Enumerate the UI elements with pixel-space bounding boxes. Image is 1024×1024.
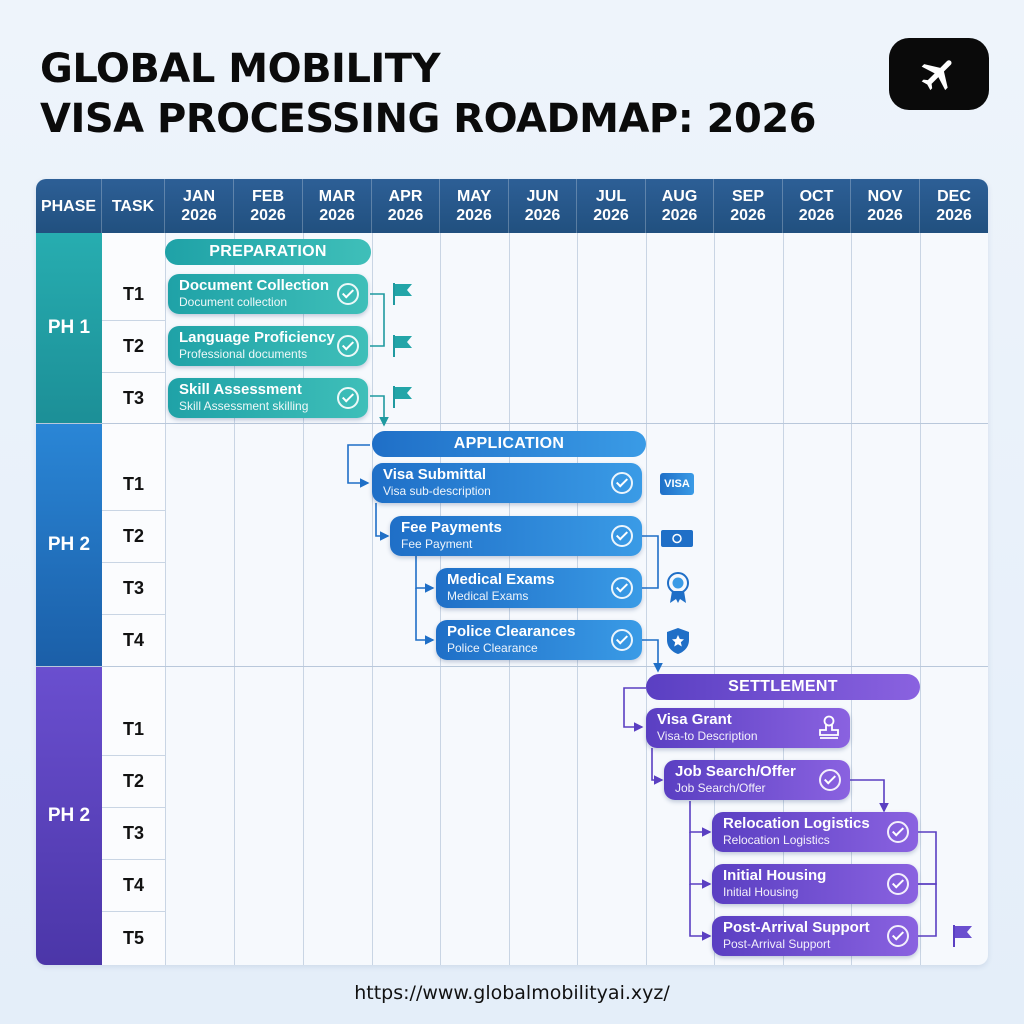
- month-header-jun: JUN 2026: [509, 179, 577, 233]
- task-bar-job-search-offer[interactable]: Job Search/Offer Job Search/Offer: [664, 760, 850, 800]
- row-divider: [102, 807, 165, 808]
- phase-band-application: APPLICATION: [372, 431, 646, 457]
- row-divider: [102, 372, 165, 373]
- row-divider: [102, 510, 165, 511]
- task-id: T2: [122, 525, 144, 546]
- task-bar-police-clearances[interactable]: Police Clearances Police Clearance: [436, 620, 642, 660]
- month-header-mar: MAR 2026: [303, 179, 372, 233]
- check-icon: [887, 821, 909, 843]
- task-id: T1: [122, 718, 144, 739]
- month-header-dec: DEC 2026: [936, 188, 972, 224]
- phase-cell-2: PH 2: [36, 424, 102, 666]
- visa-card-icon: VISA: [660, 473, 694, 495]
- row-divider: [102, 320, 165, 321]
- gridline: [165, 233, 166, 965]
- row-divider: [102, 911, 165, 912]
- check-icon: [887, 925, 909, 947]
- check-icon: [611, 577, 633, 599]
- airplane-icon: [889, 38, 989, 110]
- task-id: T2: [122, 770, 144, 791]
- title-line-2: VISA PROCESSING ROADMAP: 2026: [40, 96, 817, 142]
- task-id: T1: [122, 283, 144, 304]
- row-divider: [102, 614, 165, 615]
- header-row: PHASE TASK JAN 2026 FEB 2026 MAR 2026 APR 20…: [36, 179, 988, 233]
- gridline: [714, 233, 715, 965]
- month-header-may: MAY 2026: [440, 179, 509, 233]
- row-divider: [102, 562, 165, 563]
- task-bar-initial-housing[interactable]: Initial Housing Initial Housing: [712, 864, 918, 904]
- task-bar-document-collection[interactable]: Document Collection Document collection: [168, 274, 368, 314]
- task-id: T1: [122, 473, 144, 494]
- roadmap-board: PHASE TASK JAN 2026 FEB 2026 MAR 2026 APR 20…: [36, 179, 988, 965]
- airplane-glyph: [921, 60, 952, 91]
- task-column-header: TASK: [102, 179, 165, 233]
- flag-icon: [393, 386, 412, 408]
- task-id: T3: [122, 577, 144, 598]
- task-bar-fee-payments[interactable]: Fee Payments Fee Payment: [390, 516, 642, 556]
- phase-cell-3: PH 2: [36, 667, 102, 965]
- month-header-sep: SEP 2026: [714, 179, 783, 233]
- phase-divider: [36, 423, 988, 424]
- check-icon: [611, 629, 633, 651]
- phase-band-preparation: PREPARATION: [165, 239, 371, 265]
- task-bar-skill-assessment[interactable]: Skill Assessment Skill Assessment skillin…: [168, 378, 368, 418]
- task-bar-post-arrival-support[interactable]: Post-Arrival Support Post-Arrival Support: [712, 916, 918, 956]
- phase-cell-1: PH 1: [36, 233, 102, 423]
- gridline: [372, 233, 373, 965]
- gridline: [851, 233, 852, 965]
- check-icon: [819, 769, 841, 791]
- task-id: T3: [122, 387, 144, 408]
- month-header-oct: OCT 2026: [783, 179, 851, 233]
- task-id: T3: [122, 822, 144, 843]
- task-bar-language-proficiency[interactable]: Language Proficiency Professional documen…: [168, 326, 368, 366]
- check-icon: [337, 283, 359, 305]
- row-divider: [102, 755, 165, 756]
- task-column: [102, 233, 165, 965]
- task-id: T2: [122, 335, 144, 356]
- check-icon: [611, 525, 633, 547]
- row-divider: [102, 859, 165, 860]
- gridline: [783, 233, 784, 965]
- page-title: GLOBAL MOBILITY VISA PROCESSING ROADMAP:…: [40, 44, 817, 144]
- gridline: [234, 233, 235, 965]
- month-header-jul: JUL 2026: [577, 179, 646, 233]
- check-icon: [337, 335, 359, 357]
- award-ribbon-icon: [667, 572, 689, 603]
- month-header-jan: JAN 2026: [165, 179, 234, 233]
- phase-divider: [36, 666, 988, 667]
- check-icon: [887, 873, 909, 895]
- month-header-apr: APR 2026: [372, 179, 440, 233]
- gridline: [646, 233, 647, 965]
- task-id: T5: [122, 927, 144, 948]
- flag-icon: [393, 335, 412, 357]
- money-icon: [661, 530, 693, 547]
- task-bar-medical-exams[interactable]: Medical Exams Medical Exams: [436, 568, 642, 608]
- phase-band-settlement: SETTLEMENT: [646, 674, 920, 700]
- footer-url[interactable]: https://www.globalmobilityai.xyz/: [354, 982, 670, 1004]
- title-line-1: GLOBAL MOBILITY: [40, 46, 441, 92]
- task-bar-relocation-logistics[interactable]: Relocation Logistics Relocation Logistics: [712, 812, 918, 852]
- phase-column-header: PHASE: [36, 179, 102, 233]
- stamp-icon: [819, 715, 839, 739]
- month-header-nov: NOV 2026: [851, 179, 920, 233]
- gridline: [303, 233, 304, 965]
- month-header-feb: FEB 2026: [234, 179, 303, 233]
- shield-star-icon: [667, 628, 689, 654]
- check-icon: [611, 472, 633, 494]
- month-header-aug: AUG 2026: [646, 179, 714, 233]
- flag-icon: [393, 283, 412, 305]
- task-bar-visa-submittal[interactable]: Visa Submittal Visa sub-description: [372, 463, 642, 503]
- task-bar-visa-grant[interactable]: Visa Grant Visa-to Description: [646, 708, 850, 748]
- task-id: T4: [122, 629, 144, 650]
- task-id: T4: [122, 874, 144, 895]
- check-icon: [337, 387, 359, 409]
- gridline: [920, 233, 921, 965]
- flag-icon: [953, 925, 972, 947]
